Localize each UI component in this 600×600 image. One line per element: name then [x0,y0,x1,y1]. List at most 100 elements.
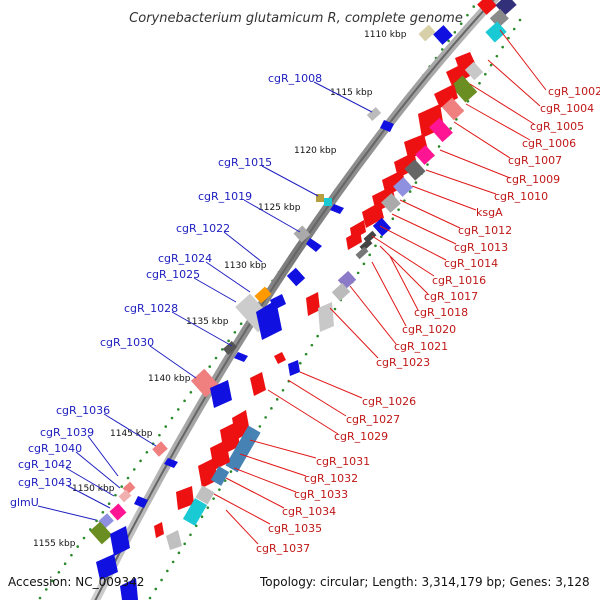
tick-dot [206,506,210,509]
tick-dot [484,72,487,76]
tick-dot [218,488,221,491]
gene-label-right: cgR_1010 [494,190,548,203]
tick-dot [374,244,377,248]
tick-dot [408,190,412,193]
gene-label-right: cgR_1021 [394,340,448,353]
tick-dot [275,398,279,401]
gene-label-left: cgR_1040 [28,442,82,455]
gene-label-right: cgR_1026 [362,395,416,408]
gene-label-right: cgR_1007 [508,154,562,167]
tick-dot [154,587,158,591]
map-title: Corynebacterium glutamicum R, complete g… [129,11,463,26]
gene-features [89,0,517,600]
tick-dot [183,542,186,546]
gene-label-right: cgR_1009 [506,173,560,186]
tick-dot [233,330,237,334]
tick-dot [63,562,67,566]
gene-label-right: cgR_1031 [316,455,370,468]
gene-label-left: cgR_1039 [40,426,94,439]
tick-dot [160,578,163,582]
tick-dot [397,208,400,211]
accession-text: Accession: NC_009342 [8,575,144,589]
tick-dot [194,524,198,528]
tick-dot [170,416,174,420]
gene-label-left: cgR_1043 [18,476,72,489]
tick-dot [281,388,285,392]
gene-label-right: cgR_1034 [282,505,336,518]
tick-dot [391,217,395,220]
tick-dot [426,163,429,166]
tick-dot [362,262,366,266]
scale-label: 1130 kbp [224,261,267,271]
scale-label: 1135 kbp [186,317,229,327]
tick-dot [76,545,80,548]
tick-dot [270,407,273,410]
gene-label-right: cgR_1016 [432,274,486,287]
tick-dot [518,18,522,22]
left-gene-labels: cgR_1008 cgR_1015 cgR_1019 cgR_1022 cgR_… [10,72,322,509]
scale-labels: 1110 kbp 1115 kbp 1120 kbp 1125 kbp 1130… [33,30,407,549]
tick-dot [304,352,308,356]
gene-label-right: cgR_1029 [334,430,388,443]
gene-label-left: cgR_1030 [100,336,154,349]
right-gene-labels: cgR_1002 cgR_1004 cgR_1005 cgR_1006 cgR_… [256,85,600,555]
topology-summary: Topology: circular; Length: 3,314,179 bp… [259,575,590,589]
tick-dot [214,356,218,360]
tick-dot [126,476,130,480]
tick-dot [158,433,161,437]
tick-dot [107,502,111,506]
gene-label-right: cgR_1033 [294,488,348,501]
gene-label-right: cgR_1002 [548,85,600,98]
tick-dot [227,339,230,343]
gene-label-left: glmU [10,496,39,509]
tick-dot [189,390,193,394]
tick-dot [489,63,493,67]
tick-dot [478,81,481,85]
tick-dot [264,416,267,419]
tick-dot [512,27,516,31]
tick-dot [455,118,458,121]
gene-label-right: cgR_1032 [304,472,358,485]
tick-dot [82,536,86,540]
tick-dot [38,596,42,600]
tick-dot [459,22,463,26]
gene-label-right: cgR_1014 [444,257,498,270]
tick-dot [148,596,152,600]
tick-dot [139,459,142,463]
tick-dot [310,343,314,347]
tick-dot [51,579,54,583]
gene-label-left: cgR_1025 [146,268,200,281]
tick-dot [414,181,418,184]
tick-dot [333,307,337,311]
gene-label-right: cgR_1006 [522,137,576,150]
scale-label: 1150 kbp [72,484,115,494]
gene-label-right: cgR_1005 [530,120,584,133]
gene-label-right: cgR_1037 [256,542,310,555]
tick-dot [507,36,510,40]
tick-dot [183,399,186,403]
tick-dot [70,553,73,557]
tick-dot [171,560,175,564]
scale-label: 1145 kbp [110,429,153,439]
gene-label-right: ksgA [476,206,503,219]
left-leader-lines [37,81,373,521]
tick-dot [57,570,61,574]
tick-dot [368,253,371,257]
tick-dot [472,5,476,8]
gene-label-left: cgR_1019 [198,190,252,203]
tick-dot [212,497,215,500]
tick-dot [453,30,457,34]
tick-dot [145,450,149,454]
gene-label-left: cgR_1024 [158,252,212,265]
scale-label: 1155 kbp [33,539,76,549]
tick-dot [220,348,224,351]
gene-label-left: cgR_1042 [18,458,72,471]
tick-dot [229,470,233,473]
gene-label-right: cgR_1035 [268,522,322,535]
tick-dot [176,408,180,411]
scale-label: 1110 kbp [364,30,407,40]
tick-dot [437,145,441,148]
tick-dot [208,365,212,368]
gene-label-right: cgR_1020 [402,323,456,336]
tick-dot [316,334,319,338]
